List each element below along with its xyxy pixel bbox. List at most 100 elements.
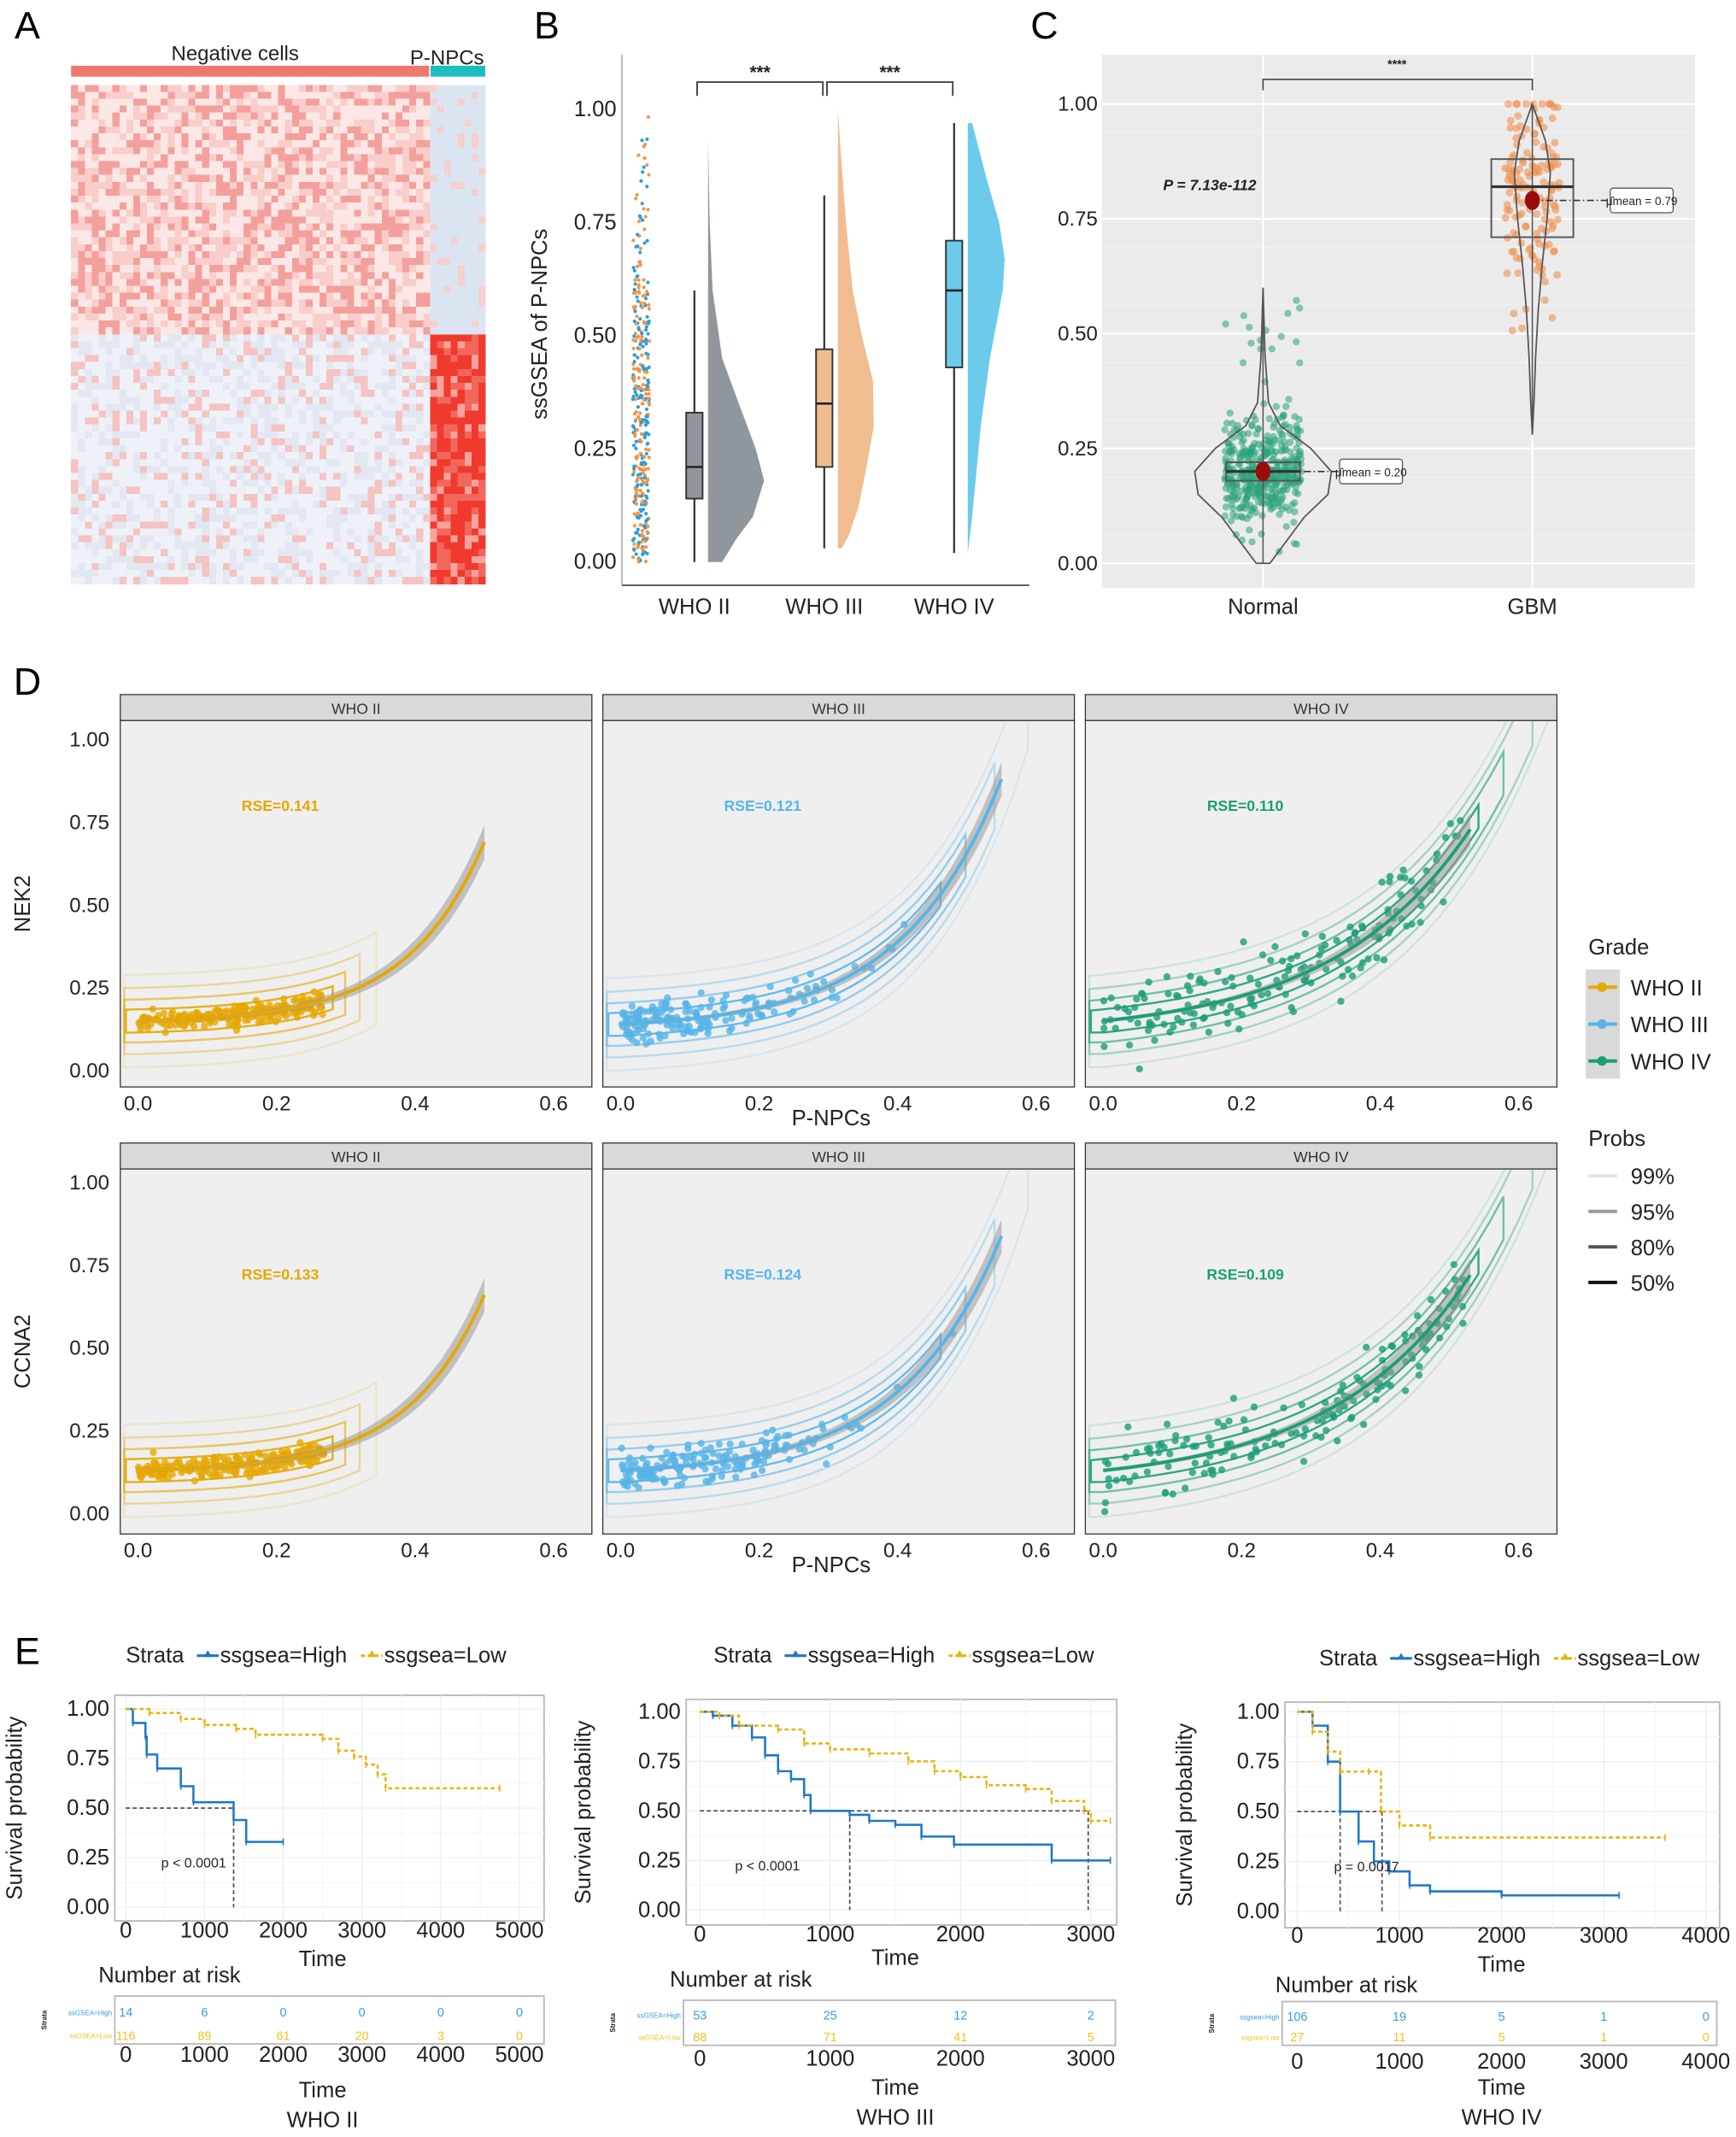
heatmap-cell bbox=[215, 555, 224, 564]
heatmap-cell bbox=[367, 258, 376, 266]
heatmap-cell bbox=[457, 508, 466, 515]
heatmap-cell bbox=[416, 341, 424, 349]
heatmap-cell bbox=[471, 452, 479, 460]
heatmap-cell bbox=[78, 174, 85, 183]
heatmap-cell bbox=[271, 535, 279, 543]
heatmap-cell bbox=[140, 459, 148, 467]
heatmap-cell bbox=[423, 313, 431, 321]
heatmap-cell bbox=[326, 375, 334, 384]
heatmap-cell bbox=[271, 167, 279, 176]
heatmap-cell bbox=[374, 334, 383, 342]
heatmap-cell bbox=[326, 112, 334, 120]
heatmap-cell bbox=[202, 508, 210, 515]
heatmap-cell bbox=[188, 216, 196, 225]
heatmap-cell bbox=[423, 562, 431, 571]
heatmap-cell bbox=[132, 431, 141, 439]
jitter-point bbox=[645, 314, 649, 319]
heatmap-cell bbox=[202, 521, 210, 529]
heatmap-cell bbox=[409, 105, 417, 114]
heatmap-cell bbox=[278, 320, 286, 328]
heatmap-cell bbox=[174, 279, 182, 286]
heatmap-cell bbox=[181, 410, 190, 419]
heatmap-cell bbox=[381, 112, 390, 120]
heatmap-cell bbox=[195, 98, 203, 107]
heatmap-cell bbox=[388, 272, 396, 279]
heatmap-cell bbox=[181, 272, 190, 279]
heatmap-cell bbox=[402, 521, 410, 529]
heatmap-cell bbox=[437, 375, 444, 384]
heatmap-cell bbox=[320, 424, 327, 432]
heatmap-cell bbox=[78, 368, 85, 377]
heatmap-cell bbox=[161, 500, 168, 508]
heatmap-cell bbox=[222, 216, 231, 225]
heatmap-cell bbox=[340, 535, 348, 543]
heatmap-cell bbox=[98, 341, 107, 349]
heatmap-cell bbox=[181, 196, 190, 203]
heatmap-cell bbox=[430, 486, 437, 495]
heatmap-cell bbox=[126, 140, 134, 148]
heatmap-cell bbox=[450, 514, 459, 522]
heatmap-cell bbox=[313, 555, 320, 564]
jitter-point bbox=[636, 283, 641, 287]
heatmap-cell bbox=[195, 209, 203, 217]
heatmap-cell bbox=[416, 417, 424, 426]
heatmap-cell bbox=[278, 91, 286, 100]
heatmap-cell bbox=[457, 112, 466, 120]
heatmap-cell bbox=[264, 167, 272, 176]
heatmap-cell bbox=[126, 445, 134, 453]
heatmap-cell bbox=[208, 85, 217, 92]
heatmap-cell bbox=[464, 147, 472, 155]
heatmap-cell bbox=[154, 528, 161, 536]
heatmap-cell bbox=[250, 348, 258, 356]
heatmap-cell bbox=[71, 562, 79, 571]
heatmap-cell bbox=[443, 299, 452, 308]
heatmap-cell bbox=[354, 265, 362, 273]
heatmap-cell bbox=[298, 514, 307, 522]
heatmap-cell bbox=[464, 119, 472, 127]
jitter-point bbox=[635, 479, 639, 484]
heatmap-cell bbox=[333, 188, 341, 197]
heatmap-cell bbox=[174, 500, 182, 508]
heatmap-cell bbox=[430, 508, 437, 515]
heatmap-cell bbox=[147, 424, 155, 432]
heatmap-cell bbox=[478, 237, 486, 245]
heatmap-cell bbox=[237, 459, 244, 467]
heatmap-cell bbox=[98, 174, 107, 183]
heatmap-cell bbox=[416, 493, 424, 502]
heatmap-cell bbox=[243, 203, 251, 210]
jitter-point bbox=[636, 153, 641, 157]
heatmap-cell bbox=[464, 542, 472, 550]
heatmap-cell bbox=[98, 479, 107, 488]
heatmap-cell bbox=[450, 459, 459, 467]
heatmap-cell bbox=[147, 119, 155, 127]
heatmap-cell bbox=[478, 306, 486, 314]
heatmap-cell bbox=[257, 521, 265, 529]
heatmap-cell bbox=[388, 112, 396, 120]
heatmap-cell bbox=[402, 188, 410, 197]
heatmap-cell bbox=[278, 203, 286, 210]
heatmap-cell bbox=[112, 555, 120, 564]
heatmap-cell bbox=[354, 445, 362, 453]
heatmap-cell bbox=[284, 126, 293, 134]
heatmap-cell bbox=[85, 355, 92, 363]
heatmap-cell bbox=[367, 334, 376, 342]
heatmap-cell bbox=[195, 535, 203, 543]
jitter-point bbox=[645, 162, 649, 167]
jitter-point bbox=[647, 307, 651, 311]
heatmap-cell bbox=[202, 209, 210, 217]
heatmap-cell bbox=[423, 119, 431, 127]
heatmap-cell bbox=[202, 549, 210, 557]
heatmap-cell bbox=[202, 334, 210, 342]
heatmap-cell bbox=[450, 542, 459, 550]
half-violin bbox=[707, 141, 765, 562]
heatmap-cell bbox=[395, 292, 403, 301]
heatmap-cell bbox=[167, 126, 175, 134]
heatmap-cell bbox=[188, 528, 196, 536]
heatmap-cell bbox=[105, 403, 114, 411]
heatmap-cell bbox=[278, 265, 286, 273]
heatmap-cell bbox=[284, 383, 293, 390]
heatmap-cell bbox=[78, 570, 85, 578]
heatmap-cell bbox=[237, 555, 244, 564]
heatmap-cell bbox=[85, 119, 92, 127]
heatmap-cell bbox=[105, 445, 114, 453]
